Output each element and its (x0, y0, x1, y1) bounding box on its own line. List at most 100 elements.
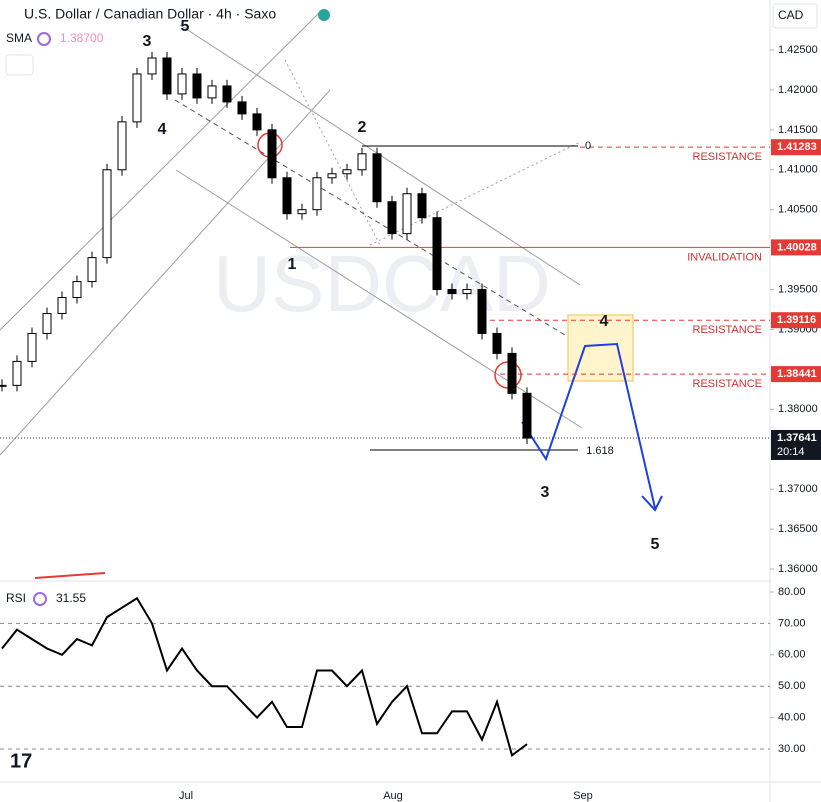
candle (27, 332, 37, 362)
y-tick-label: 60.00 (778, 649, 806, 661)
candle (42, 312, 52, 334)
wave-label: 4 (600, 313, 609, 330)
candle (222, 85, 232, 103)
watermark: USDCAD (213, 239, 551, 328)
candle (57, 297, 67, 314)
price-tag-label: 1.37641 (777, 432, 817, 444)
y-tick-label: 50.00 (778, 680, 806, 692)
candle (177, 73, 187, 95)
candle (147, 57, 157, 75)
price-tag-label: 1.41283 (777, 141, 817, 153)
level-note: RESISTANCE (693, 324, 762, 336)
level-note: INVALIDATION (687, 251, 762, 263)
candle (12, 360, 22, 386)
price-tag (771, 139, 821, 156)
candle (207, 85, 217, 99)
rsi-value: 31.55 (56, 591, 86, 605)
y-tick-label: 1.41000 (778, 164, 818, 176)
candle (417, 193, 427, 219)
rsi-icon (33, 592, 47, 606)
level-note: RESISTANCE (693, 151, 762, 163)
price-tag (771, 429, 821, 460)
y-tick-label: 40.00 (778, 712, 806, 724)
sma-icon (37, 32, 51, 46)
candle (252, 113, 262, 131)
candle (327, 173, 337, 179)
status-dot (318, 9, 330, 21)
candle (447, 289, 457, 295)
x-tick-label: Jul (179, 790, 193, 802)
candle (192, 73, 202, 99)
candle (357, 153, 367, 171)
collapse-button[interactable] (5, 54, 34, 76)
rsi-name: RSI (6, 591, 26, 605)
price-tag-label: 1.38441 (777, 368, 817, 380)
countdown: 20:14 (777, 446, 805, 458)
candle (342, 169, 352, 175)
wave-label: 3 (541, 484, 550, 501)
candle (492, 332, 502, 354)
y-tick-label: 30.00 (778, 743, 806, 755)
y-tick-label: 80.00 (778, 586, 806, 598)
candle (297, 209, 307, 215)
candle (72, 281, 82, 299)
candle (312, 177, 322, 211)
wave-label: 5 (651, 536, 660, 553)
wave-label: 1 (288, 256, 297, 273)
projection-arrow (641, 495, 663, 512)
rsi-line (1, 596, 528, 757)
y-tick-label: 1.36500 (778, 523, 818, 535)
candle (387, 201, 397, 235)
price-tag-label: 1.40028 (777, 241, 817, 253)
y-tick-label: 1.38000 (778, 403, 818, 415)
candle (462, 289, 472, 295)
y-tick-label: 1.42500 (778, 44, 818, 56)
wave-label: 1.618 (586, 445, 614, 457)
candle (117, 121, 127, 171)
y-tick-label: 1.41500 (778, 124, 818, 136)
y-tick-label: 1.37000 (778, 483, 818, 495)
candle (402, 193, 412, 235)
level-note: RESISTANCE (693, 378, 762, 390)
wave-label: 4 (158, 121, 167, 138)
candle (87, 257, 97, 283)
projection (521, 342, 656, 509)
sma-value: 1.38700 (60, 31, 104, 45)
x-tick-label: Aug (383, 790, 403, 802)
candle (432, 217, 442, 291)
wave-label: 3 (143, 33, 152, 50)
price-tag-label: 1.39116 (777, 314, 816, 326)
logo: 17 (10, 750, 32, 772)
candle (507, 352, 517, 394)
drawings (0, 11, 583, 456)
price-tag (771, 239, 821, 256)
wave-label: 0 (585, 140, 591, 152)
candle (237, 101, 247, 115)
wave-label: 5 (181, 18, 190, 35)
currency: CAD (778, 8, 804, 22)
sma-name: SMA (6, 31, 32, 45)
candle (102, 169, 112, 259)
dotted-line (369, 141, 581, 246)
rsi-drawing (34, 572, 106, 579)
y-tick-label: 1.36000 (778, 563, 818, 575)
candle (522, 392, 532, 439)
candle (162, 57, 172, 95)
dashed-line (174, 99, 566, 336)
price-tag (771, 366, 821, 383)
y-tick-label: 1.39500 (778, 283, 818, 295)
candle (282, 177, 292, 215)
y-tick-label: 1.42000 (778, 84, 818, 96)
candle (372, 153, 382, 203)
candle (267, 129, 277, 179)
x-tick-label: Sep (573, 790, 593, 802)
y-tick-label: 70.00 (778, 617, 806, 629)
candle (132, 73, 142, 123)
candle (0, 384, 7, 387)
symbol-title: U.S. Dollar / Canadian Dollar · 4h · Sax… (24, 6, 276, 22)
currency-button[interactable] (772, 3, 818, 29)
price-tag (771, 312, 821, 329)
y-tick-label: 1.40500 (778, 204, 818, 216)
